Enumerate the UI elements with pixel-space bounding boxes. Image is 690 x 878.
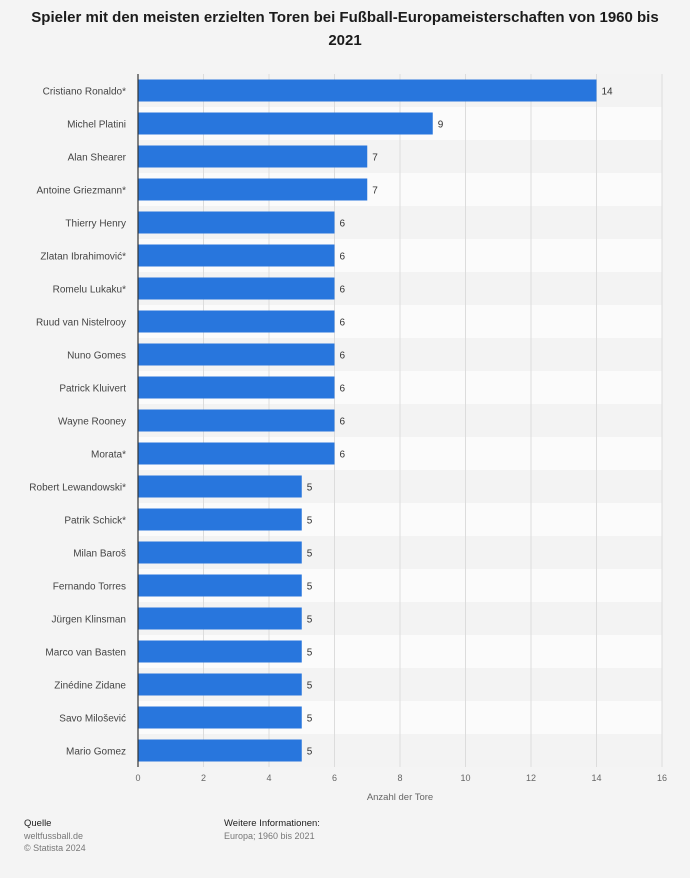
value-label: 7: [372, 186, 378, 197]
bar[interactable]: [138, 574, 302, 597]
bar[interactable]: [138, 739, 302, 762]
value-label: 6: [340, 219, 346, 230]
info-block: Weitere Informationen: Europa; 1960 bis …: [224, 818, 320, 842]
bar[interactable]: [138, 343, 335, 366]
bar[interactable]: [138, 145, 368, 168]
bar[interactable]: [138, 310, 335, 333]
x-tick-label: 14: [591, 773, 601, 783]
value-label: 5: [307, 747, 313, 758]
value-label: 5: [307, 714, 313, 725]
value-label: 14: [602, 87, 614, 98]
category-label: Morata*: [91, 450, 126, 461]
category-label: Thierry Henry: [65, 219, 126, 230]
x-tick-label: 10: [460, 773, 470, 783]
chart-title: Spieler mit den meisten erzielten Toren …: [31, 9, 659, 49]
info-heading[interactable]: Weitere Informationen:: [224, 818, 320, 829]
category-label: Michel Platini: [67, 120, 126, 131]
source-line-2: © Statista 2024: [24, 843, 86, 853]
category-label: Savo Milošević: [59, 714, 126, 725]
bar[interactable]: [138, 607, 302, 630]
value-label: 9: [438, 120, 444, 131]
category-label: Zlatan Ibrahimović*: [40, 252, 126, 263]
value-label: 5: [307, 516, 313, 527]
bar[interactable]: [138, 376, 335, 399]
value-label: 5: [307, 582, 313, 593]
x-tick-label: 12: [526, 773, 536, 783]
bar[interactable]: [138, 706, 302, 729]
source-line-1[interactable]: weltfussball.de: [24, 831, 84, 841]
category-label: Romelu Lukaku*: [53, 285, 126, 296]
source-block: Quelle weltfussball.de © Statista 2024: [24, 818, 86, 854]
bar[interactable]: [138, 673, 302, 696]
bar[interactable]: [138, 541, 302, 564]
x-tick-label: 6: [332, 773, 337, 783]
category-label: Patrik Schick*: [64, 516, 126, 527]
value-label: 6: [340, 450, 346, 461]
category-label: Nuno Gomes: [67, 351, 126, 362]
value-label: 6: [340, 252, 346, 263]
bar[interactable]: [138, 475, 302, 498]
value-label: 6: [340, 417, 346, 428]
category-label: Alan Shearer: [68, 153, 127, 164]
value-label: 6: [340, 384, 346, 395]
bar[interactable]: [138, 112, 433, 135]
bar[interactable]: [138, 178, 368, 201]
category-label: Jürgen Klinsman: [52, 615, 126, 626]
category-label: Patrick Kluivert: [59, 384, 126, 395]
value-label: 5: [307, 681, 313, 692]
x-tick-label: 16: [657, 773, 667, 783]
bar[interactable]: [138, 508, 302, 531]
x-tick-label: 4: [266, 773, 271, 783]
bar[interactable]: [138, 640, 302, 663]
source-heading: Quelle: [24, 818, 52, 829]
bar[interactable]: [138, 409, 335, 432]
bar-chart: Cristiano Ronaldo* 14 Michel Platini 9 Alan …: [29, 74, 667, 803]
value-label: 6: [340, 318, 346, 329]
category-label: Zinédine Zidane: [54, 681, 126, 692]
value-label: 6: [340, 351, 346, 362]
category-label: Antoine Griezmann*: [37, 186, 127, 197]
x-tick-label: 2: [201, 773, 206, 783]
value-label: 5: [307, 615, 313, 626]
bar[interactable]: [138, 211, 335, 234]
info-line-1: Europa; 1960 bis 2021: [224, 831, 315, 841]
x-axis-title: Anzahl der Tore: [367, 792, 433, 803]
bar[interactable]: [138, 277, 335, 300]
value-label: 5: [307, 483, 313, 494]
x-tick-label: 8: [397, 773, 402, 783]
category-label: Milan Baroš: [73, 549, 126, 560]
category-label: Fernando Torres: [53, 582, 126, 593]
bar[interactable]: [138, 79, 597, 102]
category-label: Wayne Rooney: [58, 417, 126, 428]
bar[interactable]: [138, 244, 335, 267]
category-label: Robert Lewandowski*: [29, 483, 126, 494]
value-label: 6: [340, 285, 346, 296]
category-label: Cristiano Ronaldo*: [43, 87, 126, 98]
category-label: Ruud van Nistelrooy: [36, 318, 126, 329]
value-label: 5: [307, 549, 313, 560]
x-tick-label: 0: [135, 773, 140, 783]
value-label: 5: [307, 648, 313, 659]
value-label: 7: [372, 153, 378, 164]
category-label: Mario Gomez: [66, 747, 126, 758]
category-label: Marco van Basten: [45, 648, 126, 659]
bar[interactable]: [138, 442, 335, 465]
